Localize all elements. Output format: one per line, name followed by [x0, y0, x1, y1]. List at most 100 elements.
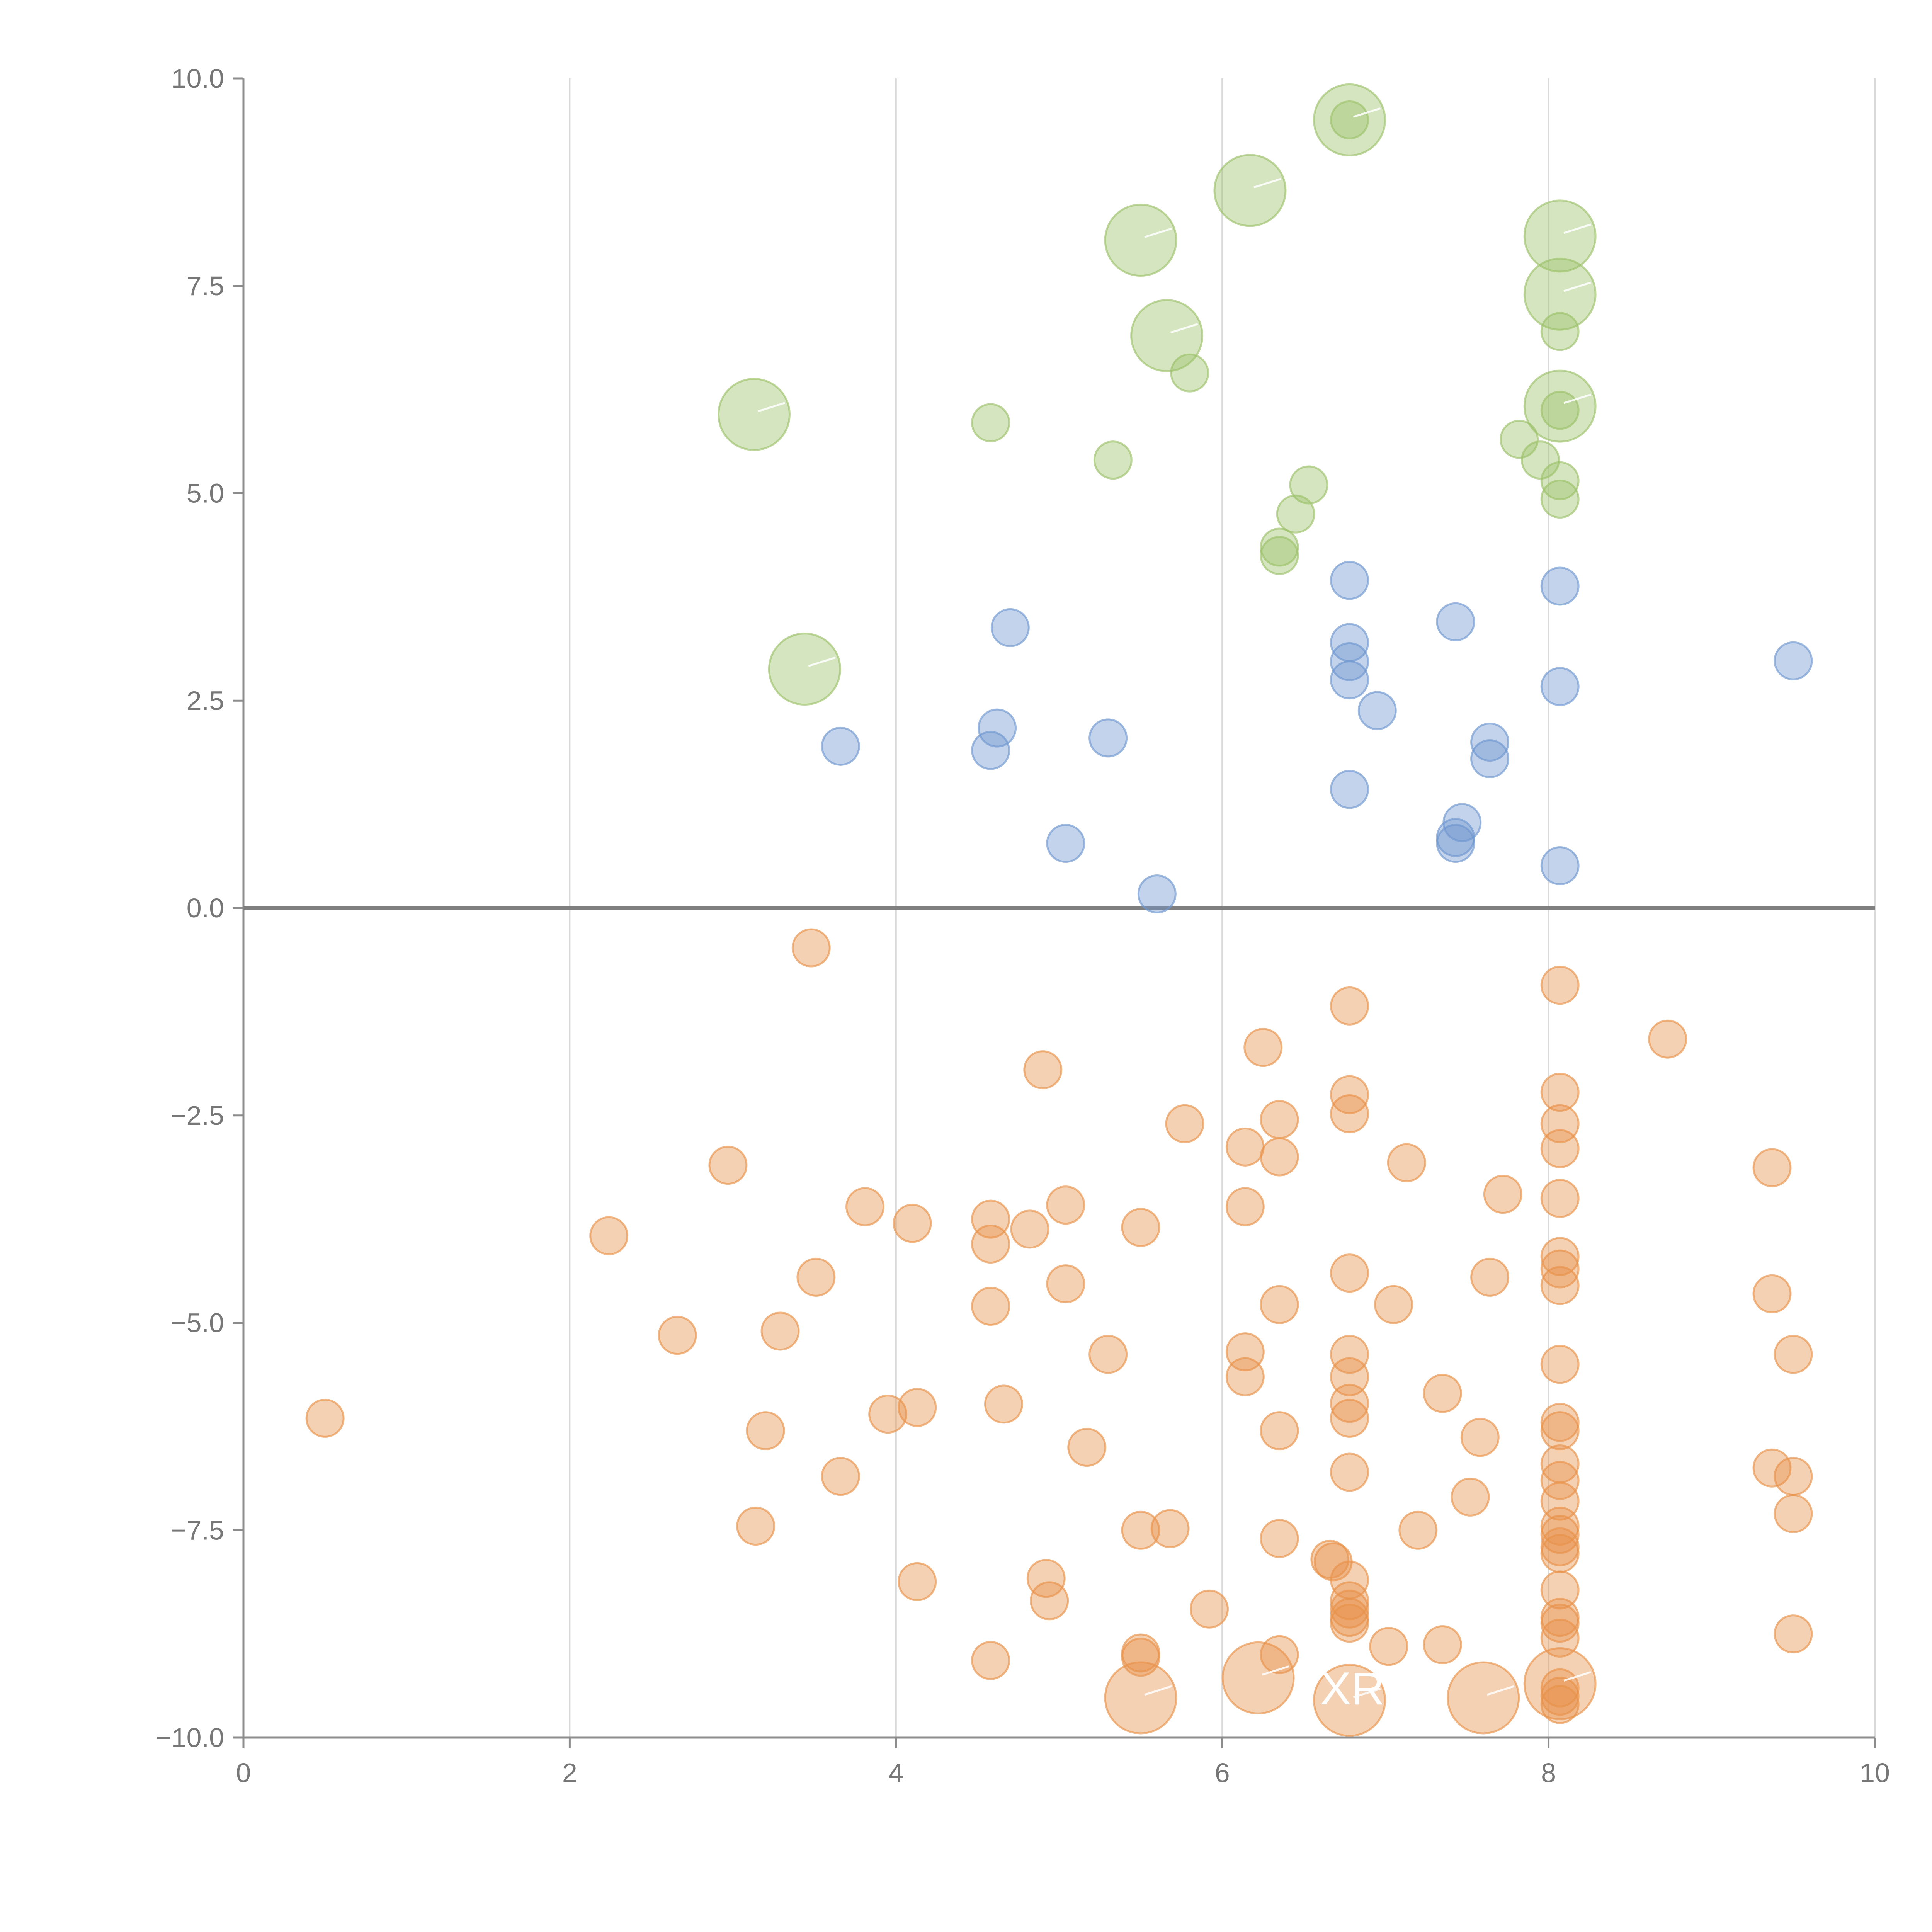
orange-point	[1540, 1604, 1580, 1643]
orange-point	[1313, 1663, 1386, 1737]
orange-point	[1221, 1641, 1295, 1714]
orange-point	[1774, 1614, 1813, 1654]
label-leader-line	[808, 656, 836, 667]
orange-point	[1330, 1094, 1369, 1133]
x-tick-label: 10	[1860, 1758, 1890, 1788]
orange-point	[1023, 1050, 1063, 1090]
blue-point	[1330, 770, 1369, 809]
blue-point	[1774, 641, 1813, 680]
orange-point	[1030, 1581, 1069, 1621]
green-point	[1276, 494, 1315, 534]
orange-point	[1046, 1264, 1085, 1304]
orange-point	[1369, 1627, 1408, 1666]
orange-point	[1260, 1100, 1299, 1139]
orange-point	[1330, 1398, 1369, 1438]
orange-point	[1330, 1604, 1369, 1643]
y-tick-label: 5.0	[187, 478, 224, 509]
green-point	[1540, 312, 1580, 351]
axis-layer: 0 2 4 6 8 10 10.0 7.5 5.0 2.5 0.0 −2.5 −5.0 −7.5 −10.0	[156, 63, 1890, 1788]
point-layer	[305, 83, 1813, 1737]
blue-point	[978, 708, 1017, 748]
orange-point	[1330, 986, 1369, 1026]
y-tick-label: 2.5	[187, 685, 224, 716]
orange-point	[1243, 1028, 1283, 1067]
x-tick-label: 0	[236, 1758, 251, 1788]
orange-point	[1260, 1411, 1299, 1451]
orange-point	[1330, 1589, 1369, 1629]
label-layer: XRP	[757, 107, 1591, 1714]
orange-point	[1310, 1539, 1350, 1579]
label-leader-line	[1353, 107, 1381, 118]
orange-point	[1088, 1335, 1128, 1374]
orange-point	[1150, 1509, 1190, 1548]
orange-point	[1104, 1661, 1177, 1735]
orange-point	[1225, 1357, 1265, 1396]
label-leader-line	[1144, 1685, 1172, 1696]
orange-point	[1330, 1335, 1369, 1374]
orange-point	[1260, 1137, 1299, 1177]
orange-point	[1752, 1448, 1792, 1488]
orange-point	[1540, 1685, 1580, 1724]
orange-point	[1540, 1237, 1580, 1276]
orange-point	[1387, 1143, 1426, 1182]
green-point	[1540, 391, 1580, 430]
orange-point	[589, 1216, 629, 1255]
orange-point	[1423, 1374, 1462, 1413]
blue-point	[1436, 602, 1475, 641]
orange-point	[1540, 1411, 1580, 1451]
label-leader-line	[1563, 281, 1591, 292]
blue-point	[1357, 691, 1397, 730]
orange-point	[984, 1384, 1023, 1424]
blue-point	[1046, 824, 1085, 863]
green-point	[1170, 353, 1209, 393]
orange-point	[1398, 1510, 1438, 1550]
orange-point	[1447, 1661, 1520, 1735]
orange-point	[1067, 1428, 1107, 1467]
label-leader-line	[1486, 1685, 1515, 1696]
label-leader-line	[1563, 223, 1591, 234]
blue-point	[1137, 874, 1177, 914]
orange-point	[1648, 1019, 1687, 1059]
y-tick-label: −10.0	[156, 1723, 224, 1753]
green-point	[1130, 299, 1204, 372]
orange-point	[746, 1411, 785, 1451]
green-point	[971, 403, 1010, 442]
y-tick-label: −5.0	[171, 1308, 224, 1338]
label-leader-line	[1262, 1665, 1289, 1676]
orange-point	[1330, 1452, 1369, 1492]
x-tick-label: 2	[562, 1758, 577, 1788]
green-point	[1289, 465, 1328, 505]
blue-point	[1436, 824, 1475, 863]
orange-point	[1121, 1638, 1160, 1677]
orange-point	[1121, 1208, 1160, 1247]
orange-point	[1330, 1357, 1369, 1396]
orange-point	[1774, 1335, 1813, 1374]
orange-point	[898, 1388, 937, 1427]
orange-point	[1260, 1285, 1299, 1324]
orange-point	[1540, 1266, 1580, 1305]
y-tick-label: 7.5	[187, 271, 224, 301]
orange-point	[1330, 1384, 1369, 1423]
point-annotation: XRP	[1320, 1663, 1416, 1714]
orange-point	[821, 1457, 860, 1496]
orange-point	[1540, 1677, 1580, 1716]
blue-point	[971, 731, 1010, 770]
label-leader-line	[1253, 178, 1281, 189]
orange-point	[1423, 1625, 1462, 1665]
orange-point	[1540, 1403, 1580, 1442]
orange-point	[971, 1641, 1010, 1680]
orange-point	[1540, 1618, 1580, 1658]
orange-point	[1451, 1477, 1490, 1517]
orange-point	[1330, 1253, 1369, 1293]
label-leader-line	[1563, 393, 1591, 404]
blue-point	[1088, 718, 1128, 758]
green-point	[1330, 100, 1369, 139]
orange-point	[1330, 1581, 1369, 1621]
blue-point	[821, 726, 860, 766]
orange-point	[791, 928, 831, 968]
blue-point	[1540, 566, 1580, 606]
y-tick-label: −2.5	[171, 1100, 224, 1131]
orange-point	[1540, 1073, 1580, 1112]
